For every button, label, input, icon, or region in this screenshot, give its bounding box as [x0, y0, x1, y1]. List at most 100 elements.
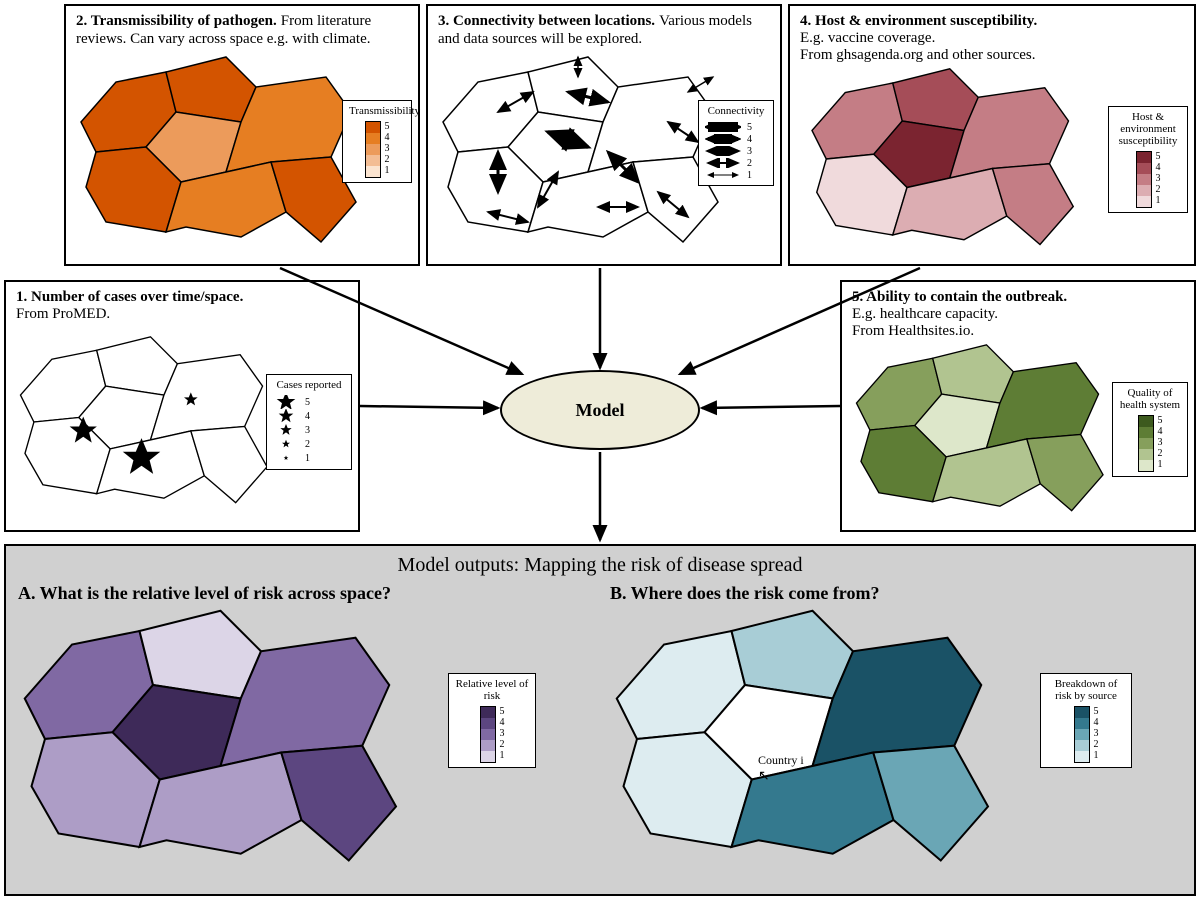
legend-level-label: 2 [385, 154, 390, 165]
legend-swatch [1139, 416, 1153, 427]
legend-outB: Breakdown of risk by source 54321 [1040, 673, 1132, 768]
legend-star-row: 3 [273, 423, 345, 437]
legend-level-label: 5 [385, 121, 390, 132]
legend-p4-title: Host & environment susceptibility [1115, 111, 1181, 147]
legend-level-label: 5 [500, 706, 505, 717]
legend-star-row: 2 [273, 437, 345, 451]
model-node: Model [500, 370, 700, 450]
map-p5 [852, 340, 1112, 520]
legend-level-label: 4 [1158, 426, 1163, 437]
legend-level-label: 3 [1156, 173, 1161, 184]
legend-p2-title: Transmissibility [349, 105, 405, 117]
panel5-desc: E.g. healthcare capacity. [852, 306, 1184, 323]
panel5-title: 5. Ability to contain the outbreak. [852, 289, 1067, 305]
region-r7 [281, 746, 396, 861]
legend-level-label: 5 [1158, 415, 1163, 426]
panel4-desc2: From ghsagenda.org and other sources. [800, 47, 1184, 64]
legend-swatch [366, 166, 380, 177]
legend-level-label: 1 [1094, 750, 1099, 761]
legend-level-label: 1 [500, 750, 505, 761]
legend-p4: Host & environment susceptibility 54321 [1108, 106, 1188, 213]
panel1-title: 1. Number of cases over time/space. [16, 289, 243, 305]
legend-conn-row: 3 [705, 145, 767, 157]
map-p2 [76, 52, 366, 252]
legend-swatch [1139, 427, 1153, 438]
legend-conn-row: 5 [705, 121, 767, 133]
map-outB [610, 604, 1030, 874]
legend-swatch [481, 707, 495, 718]
legend-level-label: 5 [1094, 706, 1099, 717]
map-outA [18, 604, 438, 874]
map-p3 [438, 52, 728, 252]
panel-transmissibility: 2. Transmissibility of pathogen. From li… [64, 4, 420, 266]
legend-outA: Relative level of risk 54321 [448, 673, 536, 768]
region-r7 [993, 164, 1074, 245]
legend-swatch [366, 155, 380, 166]
legend-conn-row: 4 [705, 133, 767, 145]
legend-swatch [1075, 707, 1089, 718]
legend-p1-title: Cases reported [273, 379, 345, 391]
legend-outA-title: Relative level of risk [455, 678, 529, 702]
legend-level-label: 1 [1156, 195, 1161, 206]
legend-star-row: 5 [273, 395, 345, 409]
panel1-desc: From ProMED. [16, 306, 348, 323]
output-title: Model outputs: Mapping the risk of disea… [18, 554, 1182, 577]
legend-p5: Quality of health system 54321 [1112, 382, 1188, 477]
legend-level-label: 5 [1156, 151, 1161, 162]
legend-star-row: 1 [273, 451, 345, 465]
legend-swatch [1137, 152, 1151, 163]
map-p1 [16, 327, 276, 517]
legend-level-label: 4 [1156, 162, 1161, 173]
legend-conn-row: 1 [705, 169, 767, 181]
legend-swatch [481, 740, 495, 751]
legend-swatch [366, 122, 380, 133]
legend-swatch [1139, 449, 1153, 460]
legend-swatch [1075, 740, 1089, 751]
country-i-label: Country i ↖ [758, 753, 804, 785]
legend-level-label: 3 [385, 143, 390, 154]
panel3-title: 3. Connectivity between locations. [438, 13, 655, 29]
legend-level-label: 2 [1158, 448, 1163, 459]
legend-swatch [481, 718, 495, 729]
legend-p2: Transmissibility 54321 [342, 100, 412, 183]
output-a-title: A. What is the relative level of risk ac… [18, 583, 590, 604]
legend-level-label: 3 [1158, 437, 1163, 448]
legend-level-label: 1 [385, 165, 390, 176]
legend-swatch [1139, 460, 1153, 471]
legend-swatch [366, 144, 380, 155]
legend-swatch [1075, 718, 1089, 729]
legend-swatch [481, 729, 495, 740]
legend-outB-title: Breakdown of risk by source [1047, 678, 1125, 702]
legend-swatch [1137, 174, 1151, 185]
legend-level-label: 2 [1156, 184, 1161, 195]
legend-swatch [1137, 185, 1151, 196]
legend-level-label: 2 [1094, 739, 1099, 750]
legend-p3-title: Connectivity [705, 105, 767, 117]
panel4-title: 4. Host & environment susceptibility. [800, 13, 1037, 29]
legend-swatch [1139, 438, 1153, 449]
legend-star-row: 4 [273, 409, 345, 423]
panel5-desc2: From Healthsites.io. [852, 323, 1184, 340]
legend-level-label: 4 [500, 717, 505, 728]
legend-level-label: 4 [385, 132, 390, 143]
legend-p1: Cases reported 54321 [266, 374, 352, 470]
legend-swatch [1075, 751, 1089, 762]
panel4-desc: E.g. vaccine coverage. [800, 30, 1184, 47]
legend-swatch [481, 751, 495, 762]
legend-swatch [366, 133, 380, 144]
output-col-b: B. Where does the risk come from? Countr… [610, 583, 1182, 879]
legend-level-label: 1 [1158, 459, 1163, 470]
region-r7 [1027, 434, 1103, 510]
output-b-title: B. Where does the risk come from? [610, 583, 1182, 604]
legend-conn-row: 2 [705, 157, 767, 169]
legend-swatch [1137, 163, 1151, 174]
region-r7 [873, 746, 988, 861]
panel-susceptibility: 4. Host & environment susceptibility. E.… [788, 4, 1196, 266]
legend-level-label: 2 [500, 739, 505, 750]
legend-level-label: 3 [500, 728, 505, 739]
region-r7 [191, 426, 267, 502]
map-p4 [800, 64, 1090, 254]
legend-p3: Connectivity 54321 [698, 100, 774, 186]
legend-level-label: 4 [1094, 717, 1099, 728]
output-panel: Model outputs: Mapping the risk of disea… [4, 544, 1196, 896]
